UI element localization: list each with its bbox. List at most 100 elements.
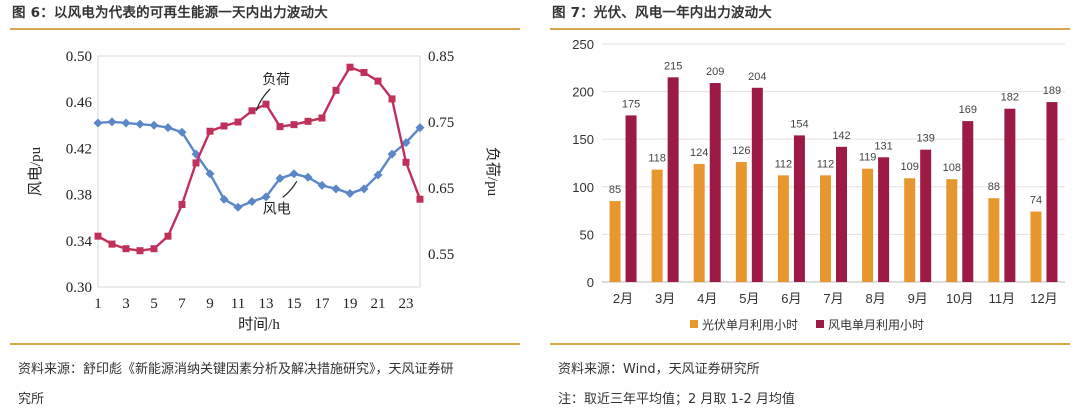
- x-tick-label: 23: [399, 296, 414, 312]
- wind-series-point: [303, 172, 313, 182]
- left-figure-panel: 图 6：以风电为代表的可再生能源一天内出力波动大 0.50 0.46 0.42 0.3…: [10, 0, 520, 411]
- load-series-point: [206, 127, 214, 135]
- x-tick-label: 8月: [865, 291, 885, 306]
- load-series-point: [192, 159, 200, 167]
- load-callout-leader: [255, 88, 271, 111]
- wind-bar: [751, 87, 763, 283]
- y-left-axis-label: 风电/pu: [27, 146, 44, 196]
- x-tick-label: 19: [343, 296, 358, 312]
- wind-bar: [625, 115, 637, 283]
- y-left-tick-label: 0.38: [66, 188, 92, 204]
- y-tick-label: 250: [572, 37, 594, 52]
- wind-load-line-chart: 0.50 0.46 0.42 0.38 0.34 0.30 0.85 0.75 0.65 0.55…: [27, 49, 501, 333]
- load-series-line: [97, 65, 422, 252]
- x-tick-label: 2月: [613, 291, 633, 306]
- legend-wind-label: 风电单月利用小时: [828, 318, 924, 332]
- wind-bar-value-label: 131: [874, 140, 892, 152]
- wind-bar: [1004, 108, 1016, 283]
- right-figure-title: 图 7：光伏、风电一年内出力波动大: [552, 5, 772, 21]
- load-series-point: [220, 122, 228, 130]
- wind-bar: [1046, 102, 1058, 283]
- solar-bar: [820, 175, 831, 282]
- plot-area-frame: [97, 55, 421, 288]
- solar-bar-value-label: 118: [648, 153, 666, 165]
- right-figure-panel: 图 7：光伏、风电一年内出力波动大 250 200 150 100 50 0 85 175 2月…: [550, 0, 1070, 411]
- wind-bar-value-label: 139: [917, 133, 935, 145]
- solar-bar-value-label: 88: [988, 181, 1000, 193]
- load-series-point: [150, 245, 158, 253]
- load-series-point: [402, 158, 410, 166]
- solar-bar-value-label: 112: [817, 158, 835, 170]
- load-series-point: [332, 86, 340, 94]
- solar-bar: [988, 198, 1000, 282]
- load-series-point: [122, 245, 130, 253]
- wind-series-point: [359, 184, 369, 194]
- y-left-tick-label: 0.30: [66, 280, 92, 296]
- x-tick-label: 3月: [655, 291, 675, 306]
- solar-bar: [609, 201, 621, 282]
- wind-bar-value-label: 175: [622, 98, 640, 110]
- load-series-point: [136, 247, 144, 255]
- load-series-point: [108, 240, 116, 248]
- wind-series-point: [135, 119, 145, 129]
- x-tick-label: 11: [231, 296, 245, 312]
- wind-series-point: [317, 180, 327, 190]
- wind-series-point: [121, 118, 131, 128]
- y-tick-label: 200: [572, 85, 594, 100]
- y-right-axis-label: 负荷/pu: [484, 147, 501, 197]
- load-series-point: [304, 117, 312, 125]
- x-tick-label: 5月: [739, 291, 759, 306]
- wind-series-point: [331, 184, 341, 194]
- wind-bar-value-label: 215: [664, 60, 682, 72]
- load-series-point: [248, 107, 256, 115]
- load-series-point: [360, 69, 368, 76]
- wind-bar-value-label: 189: [1043, 85, 1061, 97]
- wind-series-point: [247, 197, 257, 207]
- x-tick-label: 9: [206, 296, 214, 312]
- solar-bar-value-label: 108: [943, 162, 961, 174]
- wind-bar: [836, 146, 847, 282]
- wind-bar-value-label: 204: [748, 71, 766, 83]
- wind-series-point: [415, 123, 425, 133]
- solar-bar-value-label: 124: [690, 147, 708, 159]
- load-series-point: [262, 100, 270, 108]
- x-tick-label: 15: [287, 296, 302, 312]
- left-source-line1: 资料来源：舒印彪《新能源消纳关键因素分析及解决措施研究》，天风证券研: [18, 362, 454, 377]
- solar-bar: [862, 168, 874, 282]
- solar-bar: [735, 162, 747, 282]
- solar-bar-value-label: 126: [732, 145, 750, 157]
- load-series-point: [178, 201, 186, 208]
- solar-bar: [904, 178, 916, 282]
- y-tick-label: 50: [580, 227, 594, 242]
- load-series-point: [388, 95, 396, 103]
- load-series-point: [234, 118, 242, 126]
- y-right-tick-label: 0.55: [428, 247, 454, 263]
- y-left-tick-label: 0.34: [66, 234, 93, 250]
- load-series-point: [164, 232, 172, 240]
- x-tick-label: 7: [178, 296, 186, 312]
- wind-bar-value-label: 209: [706, 66, 724, 78]
- legend-solar-label: 光伏单月利用小时: [702, 318, 798, 332]
- wind-bar-value-label: 169: [959, 104, 977, 116]
- x-tick-label: 1: [94, 296, 102, 312]
- right-source-rule: [550, 343, 1070, 345]
- solar-bar: [1030, 211, 1042, 282]
- left-figure-title: 图 6：以风电为代表的可再生能源一天内出力波动大: [12, 5, 328, 21]
- wind-series-point: [205, 169, 215, 179]
- x-tick-label: 17: [315, 296, 331, 312]
- solar-bar: [946, 179, 958, 282]
- x-tick-label: 5: [150, 296, 158, 312]
- y-right-tick-label: 0.75: [428, 115, 454, 131]
- monthly-utilization-bar-chart: 250 200 150 100 50 0 85 175 2月 118 215 3月 124 209 4月 12…: [572, 37, 1065, 332]
- x-tick-label: 11月: [989, 291, 1016, 306]
- wind-series-point: [275, 173, 285, 183]
- y-left-tick-label: 0.46: [66, 95, 93, 111]
- y-tick-label: 150: [572, 132, 594, 147]
- solar-bar: [693, 163, 705, 282]
- left-source-rule: [10, 343, 520, 345]
- load-series-label: 负荷: [262, 72, 290, 88]
- wind-series-point: [373, 170, 383, 180]
- wind-bar: [793, 135, 805, 282]
- legend-wind-swatch: [816, 320, 824, 328]
- wind-series-point: [149, 120, 159, 130]
